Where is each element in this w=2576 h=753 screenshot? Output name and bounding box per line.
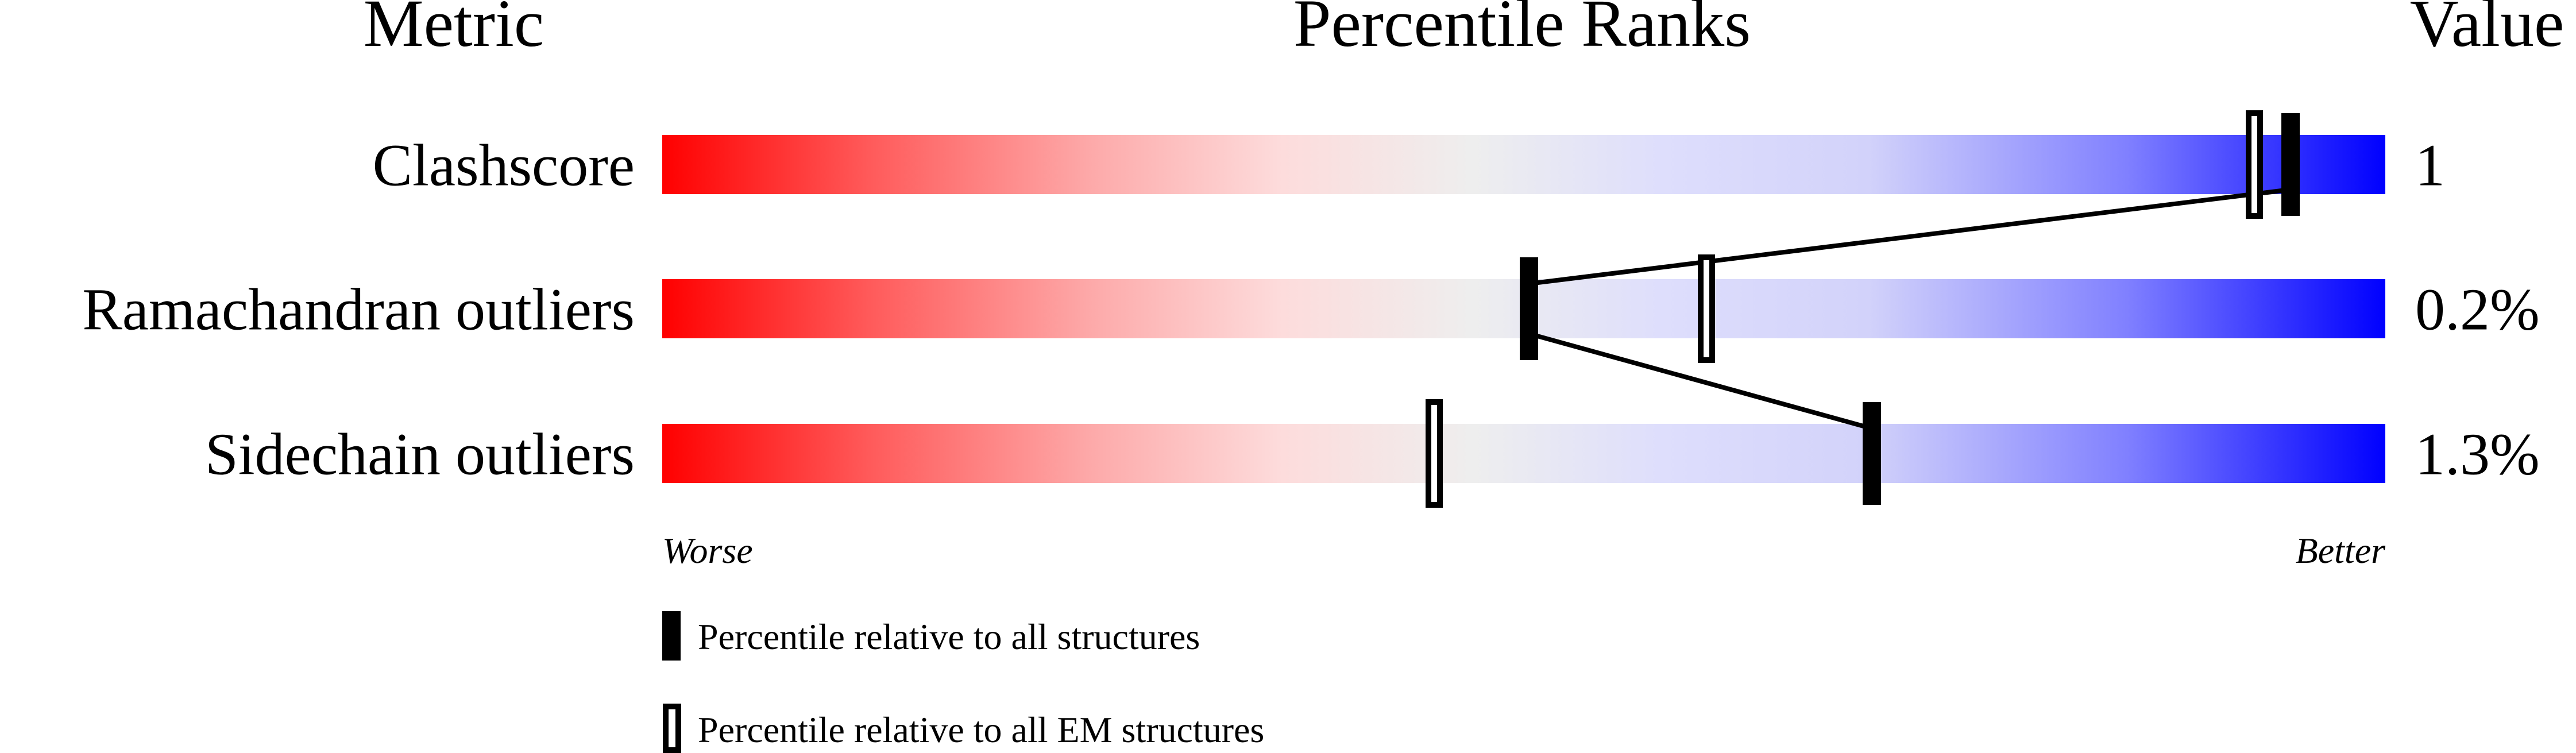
header-value: Value	[2410, 0, 2565, 61]
marker-all-structures	[1863, 402, 1881, 505]
legend-all-label: Percentile relative to all structures	[698, 616, 1200, 657]
metric-label: Sidechain outliers	[205, 422, 635, 488]
percentile-bar	[662, 424, 2385, 483]
metric-value: 1.3%	[2415, 422, 2540, 488]
metric-value: 0.2%	[2415, 277, 2540, 343]
axis-better-label: Better	[2296, 530, 2386, 571]
marker-em-structures	[1426, 399, 1443, 508]
legend-all-swatch	[662, 611, 681, 661]
header-metric: Metric	[364, 0, 544, 61]
chart-title: Percentile Ranks	[1293, 0, 1751, 61]
axis-worse-label: Worse	[662, 530, 753, 571]
metric-label: Ramachandran outliers	[82, 277, 635, 343]
marker-em-structures	[1698, 254, 1715, 363]
connector-line	[1528, 187, 2291, 286]
marker-all-structures	[1520, 257, 1538, 360]
marker-all-structures	[2281, 113, 2300, 216]
legend-em-label: Percentile relative to all EM structures	[698, 709, 1264, 750]
legend-em-swatch	[663, 704, 681, 753]
marker-em-structures	[2246, 110, 2263, 219]
metric-value: 1	[2415, 133, 2445, 199]
metric-label: Clashscore	[373, 133, 635, 199]
connector-line	[1528, 331, 1873, 431]
percentile-bar	[662, 135, 2385, 194]
